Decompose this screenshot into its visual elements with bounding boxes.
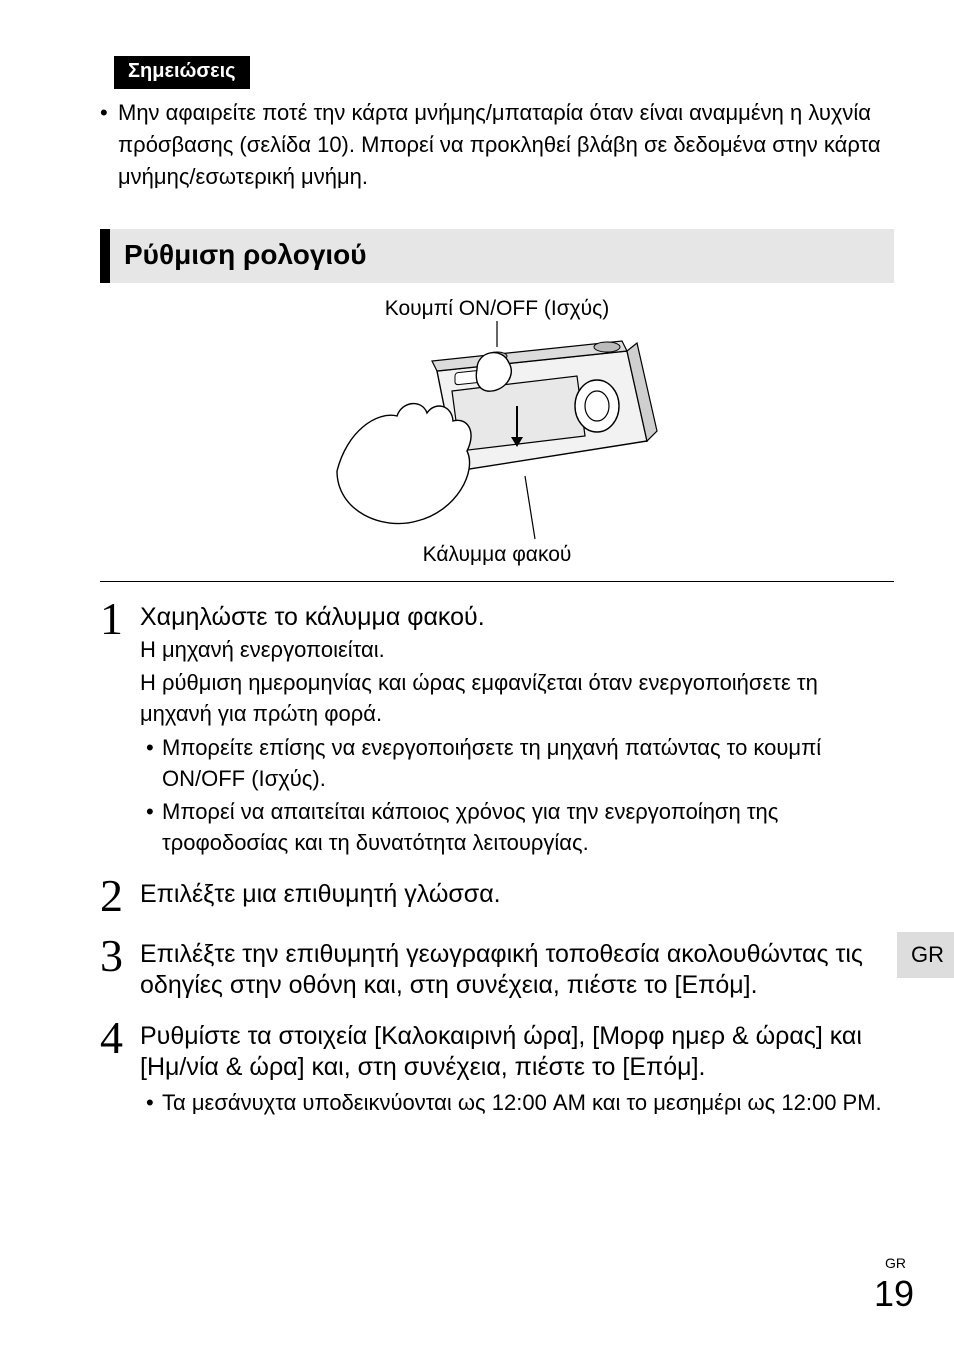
step-body: Επιλέξτε την επιθυμητή γεωγραφική τοποθε…: [140, 933, 894, 1002]
step-subitem: • Μπορεί να απαιτείται κάποιος χρόνος γι…: [140, 797, 894, 859]
bullet-icon: •: [140, 733, 162, 795]
page-number: 19: [874, 1273, 914, 1315]
step-subitem-text: Τα μεσάνυχτα υποδεικνύονται ως 12:00 AM …: [162, 1088, 882, 1119]
figure-wrap: [100, 321, 894, 541]
step-number: 1: [100, 596, 140, 859]
section-heading: Ρύθμιση ρολογιού: [100, 229, 894, 283]
steps-divider: [100, 581, 894, 582]
step-subitem-text: Μπορείτε επίσης να ενεργοποιήσετε τη μηχ…: [162, 733, 894, 795]
step-body: Ρυθμίστε τα στοιχεία [Καλοκαιρινή ώρα], …: [140, 1015, 894, 1118]
step-subitem: • Τα μεσάνυχτα υποδεικνύονται ως 12:00 A…: [140, 1088, 894, 1119]
step-subitem-text: Μπορεί να απαιτείται κάποιος χρόνος για …: [162, 797, 894, 859]
step-body: Χαμηλώστε το κάλυμμα φακού. Η μηχανή ενε…: [140, 596, 894, 859]
bullet-icon: •: [140, 797, 162, 859]
notes-label: Σημειώσεις: [114, 56, 250, 89]
language-tab: GR: [897, 932, 954, 978]
figure-bottom-label: Κάλυμμα φακού: [100, 543, 894, 567]
step: 1 Χαμηλώστε το κάλυμμα φακού. Η μηχανή ε…: [100, 596, 894, 859]
step: 2 Επιλέξτε μια επιθυμητή γλώσσα.: [100, 873, 894, 919]
step-paragraph: Η μηχανή ενεργοποιείται.: [140, 635, 894, 666]
step-number: 2: [100, 873, 140, 919]
note-item: • Μην αφαιρείτε ποτέ την κάρτα μνήμης/μπ…: [100, 97, 894, 193]
figure-top-label: Κουμπί ON/OFF (Ισχύς): [100, 297, 894, 321]
step-title: Επιλέξτε μια επιθυμητή γλώσσα.: [140, 879, 894, 910]
step-title: Επιλέξτε την επιθυμητή γεωγραφική τοποθε…: [140, 939, 894, 1002]
step-sublist: • Μπορείτε επίσης να ενεργοποιήσετε τη μ…: [140, 733, 894, 858]
camera-illustration: [327, 321, 667, 541]
step-body: Επιλέξτε μια επιθυμητή γλώσσα.: [140, 873, 894, 919]
bullet-icon: •: [100, 97, 118, 193]
page: Σημειώσεις • Μην αφαιρείτε ποτέ την κάρτ…: [0, 0, 954, 1345]
step: 4 Ρυθμίστε τα στοιχεία [Καλοκαιρινή ώρα]…: [100, 1015, 894, 1118]
step-number: 4: [100, 1015, 140, 1118]
step-subitem: • Μπορείτε επίσης να ενεργοποιήσετε τη μ…: [140, 733, 894, 795]
step-sublist: • Τα μεσάνυχτα υποδεικνύονται ως 12:00 A…: [140, 1088, 894, 1119]
step-paragraph: Η ρύθμιση ημερομηνίας και ώρας εμφανίζετ…: [140, 668, 894, 730]
step: 3 Επιλέξτε την επιθυμητή γεωγραφική τοπο…: [100, 933, 894, 1002]
page-label: GR: [885, 1255, 906, 1271]
step-title: Χαμηλώστε το κάλυμμα φακού.: [140, 602, 894, 633]
step-number: 3: [100, 933, 140, 1002]
notes-list: • Μην αφαιρείτε ποτέ την κάρτα μνήμης/μπ…: [100, 97, 894, 193]
note-text: Μην αφαιρείτε ποτέ την κάρτα μνήμης/μπατ…: [118, 97, 894, 193]
bullet-icon: •: [140, 1088, 162, 1119]
step-title: Ρυθμίστε τα στοιχεία [Καλοκαιρινή ώρα], …: [140, 1021, 894, 1084]
